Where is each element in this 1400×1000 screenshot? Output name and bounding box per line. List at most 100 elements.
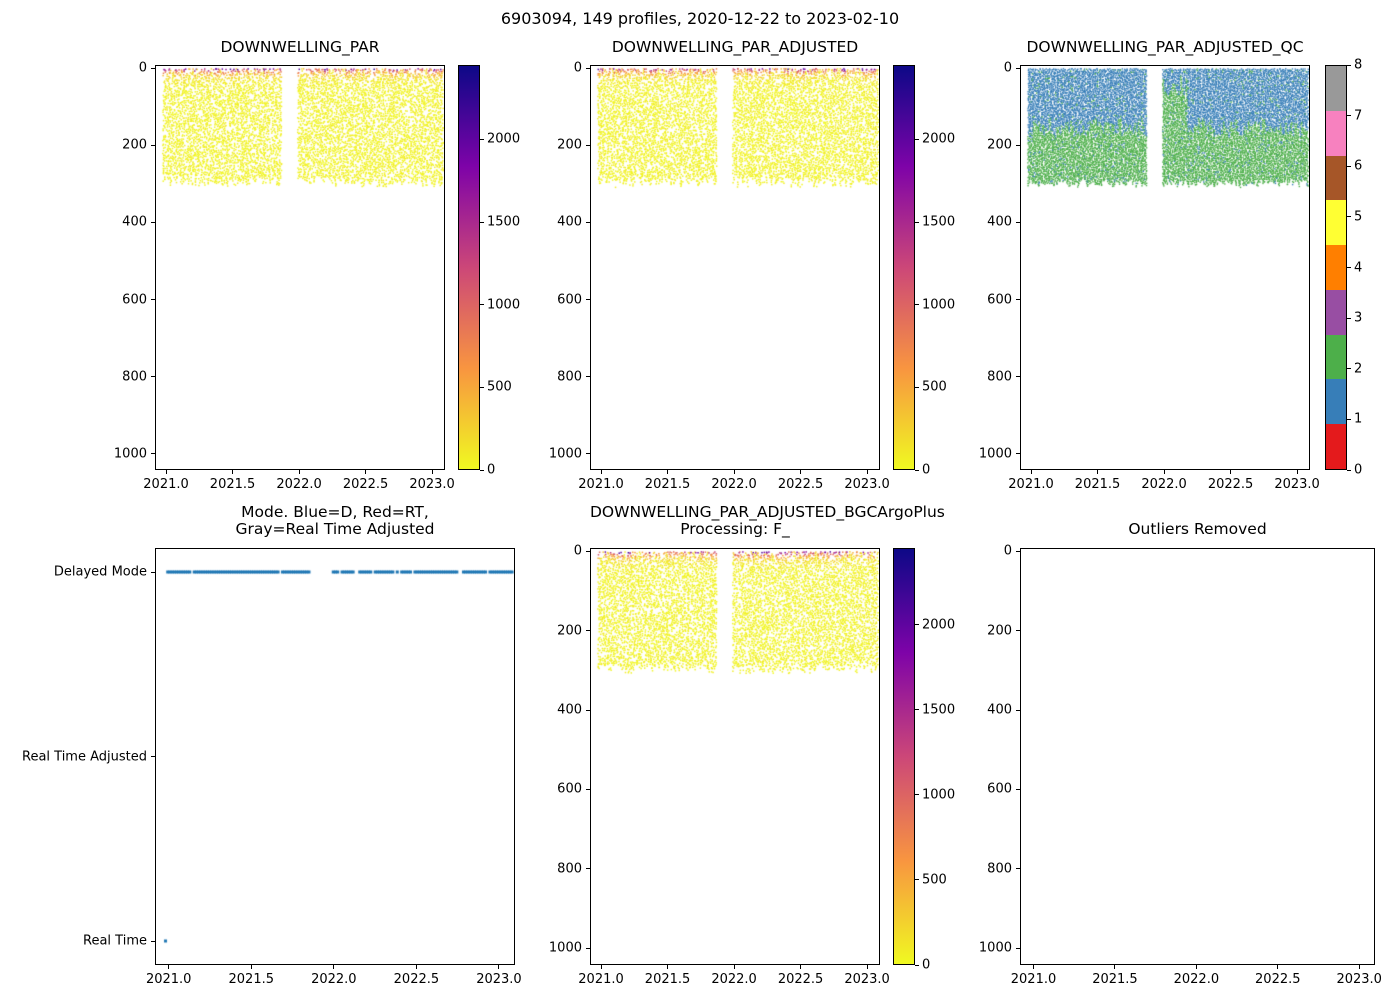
figure-title: 6903094, 149 profiles, 2020-12-22 to 202… [500,9,900,28]
y-tick-mark [586,788,590,790]
colorbar-tick-label: 1000 [487,297,521,313]
y-tick-mark [151,144,155,146]
y-tick-label-mode: Delayed Mode [53,564,147,580]
y-tick-mark [586,144,590,146]
colorbar-tick-label: 500 [922,872,947,888]
x-tick-mark [498,965,500,969]
y-tick-label: 200 [557,623,582,639]
x-tick-label: 2021.5 [228,972,275,987]
colorbar-tick-mark [1347,317,1351,319]
x-tick-label: 2021.5 [209,477,256,492]
y-tick-mark [151,67,155,69]
colorbar-tick-mark [915,624,919,626]
x-tick-label: 2023.0 [476,972,522,987]
colorbar-segment-qc-6 [1326,155,1346,201]
y-tick-label: 0 [1003,60,1012,76]
colorbar-tick-mark [915,964,919,966]
subplot-title-bgcargoplus: DOWNWELLING_PAR_ADJUSTED_BGCArgoPlus Pro… [590,504,945,538]
y-tick-mark [586,630,590,632]
plot-area-downwelling-par [155,65,445,470]
y-tick-mark [586,299,590,300]
x-tick-mark [1277,965,1279,969]
colorbar-downwelling-par [458,65,480,470]
x-tick-mark [168,965,170,969]
y-tick-label: 0 [573,60,582,76]
x-tick-mark [298,470,300,474]
colorbar-tick-mark [915,794,919,796]
subplot-title-downwelling-par-adjusted-qc: DOWNWELLING_PAR_ADJUSTED_QC [1026,38,1304,56]
y-tick-mark [1016,376,1020,378]
y-tick-mark [1016,221,1020,223]
y-tick-label: 800 [122,369,147,385]
subplot-title-outliers-removed: Outliers Removed [1128,520,1267,538]
x-tick-label: 2022.0 [1141,477,1187,492]
scatter-canvas-mode [156,549,514,964]
colorbar-tick-label: 3 [1354,310,1363,326]
scatter-canvas-downwelling-par [156,66,444,469]
subplot-title-bgcargoplus-line2: Processing: F_ [680,520,790,538]
x-tick-label: 2021.5 [644,477,691,492]
plot-area-outliers-removed [1020,548,1375,965]
colorbar-segment-qc-8 [1326,66,1346,111]
colorbar-tick-label: 1 [1354,411,1363,427]
y-tick-label: 400 [557,702,582,718]
colorbar-tick-label: 2000 [922,617,956,633]
x-tick-label: 2021.5 [1092,972,1138,987]
y-tick-label: 800 [987,369,1012,385]
x-tick-mark [1097,470,1099,474]
y-tick-label: 600 [987,292,1012,307]
y-tick-mark [1016,550,1020,552]
x-tick-label: 2022.5 [1255,972,1301,987]
colorbar-qc-flags [1325,65,1347,470]
subplot-title-downwelling-par: DOWNWELLING_PAR [220,38,380,56]
y-tick-label: 1000 [978,446,1012,462]
plot-area-downwelling-par-adjusted-qc [1020,65,1310,470]
y-tick-mark [151,940,155,942]
colorbar-tick-mark [1347,216,1351,218]
colorbar-tick-mark [480,221,484,223]
y-tick-mark [586,868,590,870]
y-tick-mark [1016,788,1020,790]
x-tick-label: 2022.5 [777,477,824,492]
colorbar-tick-mark [915,138,919,140]
colorbar-segment-qc-4 [1326,245,1346,290]
x-tick-label: 2021.0 [145,972,192,987]
colorbar-segment-qc-7 [1326,110,1346,156]
x-tick-mark [1114,965,1116,969]
x-tick-label: 2022.5 [777,972,824,987]
colorbar-downwelling-par-adjusted [893,65,915,470]
x-tick-label: 2023.0 [409,477,455,492]
colorbar-tick-mark [1347,267,1351,268]
y-tick-label: 1000 [548,940,582,956]
x-tick-mark [1230,470,1232,474]
y-tick-mark [1016,144,1020,146]
x-tick-mark [733,470,735,474]
y-tick-mark [586,550,590,552]
subplot-title-mode-line2: Gray=Real Time Adjusted [235,520,435,538]
x-tick-label: 2022.0 [711,477,757,492]
x-tick-mark [250,965,252,969]
colorbar-tick-label: 1500 [922,214,956,230]
x-tick-mark [1296,470,1298,474]
y-tick-label: 200 [557,137,582,153]
colorbar-tick-mark [915,304,919,306]
colorbar-tick-mark [480,469,484,471]
y-tick-label-mode: Real Time Adjusted [22,749,147,764]
x-tick-label: 2021.0 [578,477,624,492]
colorbar-tick-label: 2000 [487,131,521,147]
x-tick-mark [1195,965,1197,969]
colorbar-tick-label: 1000 [922,297,956,313]
y-tick-mark [151,756,155,757]
y-tick-mark [1016,947,1020,949]
scatter-canvas-downwelling-par-adjusted [591,66,879,469]
x-tick-label: 2022.0 [311,972,357,987]
colorbar-tick-label: 500 [487,379,512,395]
x-tick-mark [866,965,868,969]
colorbar-tick-mark [1347,64,1351,66]
y-tick-label-mode: Real Time [83,933,147,949]
colorbar-tick-label: 4 [1354,260,1363,275]
colorbar-tick-mark [915,221,919,223]
scatter-canvas-bgcargoplus [591,549,879,964]
y-tick-label: 0 [138,60,147,76]
